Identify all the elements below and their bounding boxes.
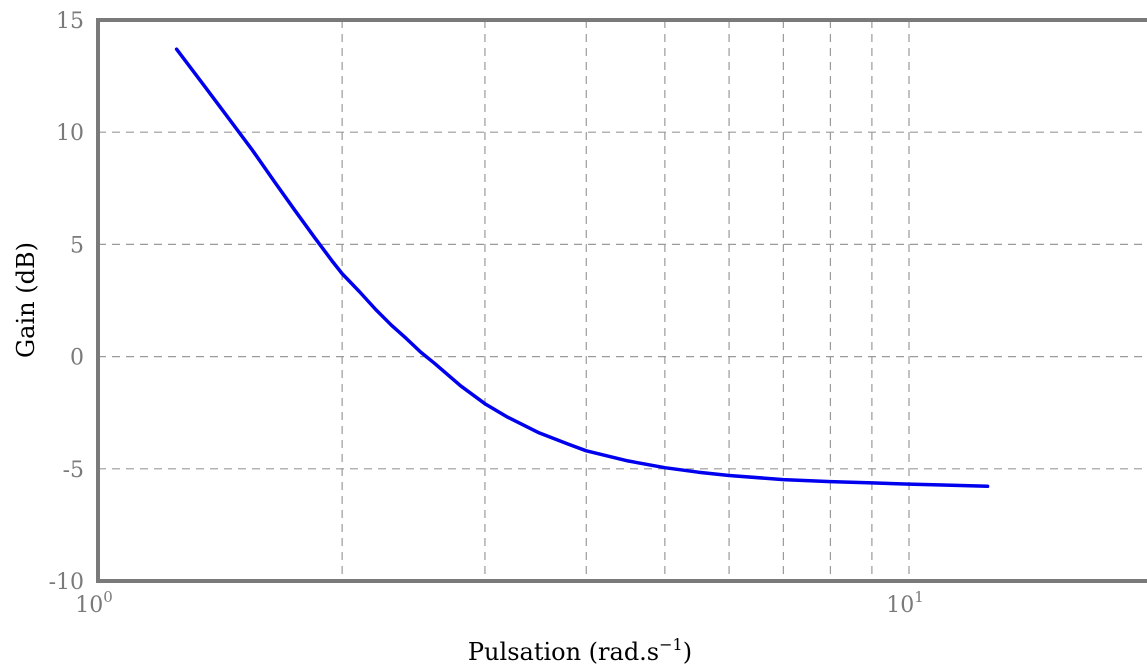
y-tick-label: 15 [56,9,84,34]
x-axis-label-sup: −1 [659,635,683,654]
x-axis-label-text: Pulsation (rad.s [468,638,659,666]
series-layer [174,47,990,489]
x-axis-label-close: ) [683,638,692,666]
plot-frame [96,18,1147,583]
y-tick-label: 0 [70,346,84,371]
x-tick-label: 101 [886,588,924,618]
y-tick-label: -10 [49,570,84,595]
y-tick-label: -5 [63,458,84,483]
y-tick-label: 10 [56,121,84,146]
y-tick-label: 5 [70,233,84,258]
x-tick-labels: 100 101 [75,588,924,618]
grid [98,20,1147,581]
y-tick-labels: -10 -5 0 5 10 15 [49,9,84,595]
x-tick-label: 100 [75,588,113,618]
x-axis-label: Pulsation (rad.s−1) [468,635,692,666]
plot-border [96,18,1147,583]
series-line-0 [174,47,990,489]
y-axis-label: Gain (dB) [12,242,40,358]
